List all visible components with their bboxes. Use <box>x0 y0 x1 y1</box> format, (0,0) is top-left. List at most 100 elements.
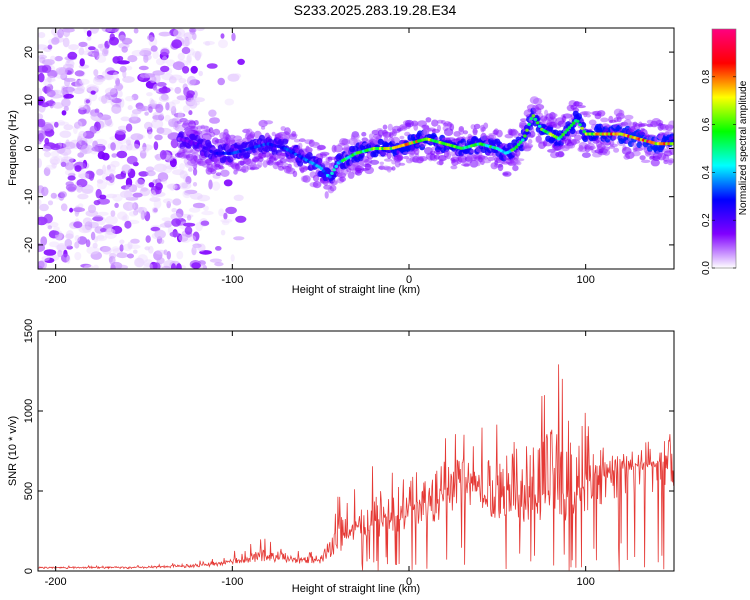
spectrogram-noise-blob <box>74 120 83 130</box>
spectrogram-noise-blob <box>90 90 96 95</box>
spectrogram-noise-blob <box>102 169 116 175</box>
spectrogram-noise-blob <box>65 181 74 187</box>
spectrogram-noise-blob <box>159 127 172 136</box>
spectrogram-noise-blob <box>189 48 195 56</box>
spectrogram-noise-blob <box>235 215 247 223</box>
spectrogram-noise-blob <box>79 58 85 67</box>
spectrogram-noise-blob <box>50 158 59 166</box>
spectrogram-noise-blob <box>50 150 59 158</box>
spectrogram-halo-blob <box>612 134 618 140</box>
spectrogram-noise-blob <box>178 78 187 84</box>
spectrogram-noise-blob <box>55 67 68 76</box>
spectrogram-halo-blob <box>332 179 338 184</box>
spectrogram-halo-blob <box>354 165 365 174</box>
spectrogram-y-ticks: -20 -10 0 10 20 <box>23 46 674 253</box>
spectrogram-noise-blob <box>171 99 181 105</box>
spectrogram-ridge-core <box>561 133 565 137</box>
spectrogram-noise-blob <box>143 262 154 269</box>
spectrogram-noise-blob <box>38 158 42 168</box>
spectrogram-noise-blob <box>38 65 49 73</box>
spectrogram-halo-blob <box>613 147 620 153</box>
spectrogram-noise-blob <box>193 97 205 103</box>
spectrogram-ridge-core <box>321 169 326 173</box>
spectrogram-noise-blob <box>152 115 163 120</box>
spectrogram-noise-blob <box>150 45 158 52</box>
spectrogram-noise-blob <box>112 193 123 202</box>
spectrogram-noise-blob <box>215 246 222 251</box>
spectrogram-noise-blob <box>176 263 182 269</box>
spectrogram-noise-blob <box>179 163 186 171</box>
spectrogram-noise-blob <box>186 53 192 63</box>
spectrogram-ridge <box>174 96 674 199</box>
spectrogram-halo-blob <box>609 143 618 148</box>
spectrogram-noise-blob <box>163 249 168 256</box>
spectrogram-noise-blob <box>63 28 71 38</box>
spectrogram-noise-blob <box>220 229 226 236</box>
spectrogram-noise-blob <box>47 70 58 78</box>
spectrogram-noise-blob <box>60 161 67 167</box>
spectrogram-halo-blob <box>437 124 441 132</box>
spectrogram-noise-blob <box>121 164 131 174</box>
spectrogram-noise-blob <box>209 258 222 263</box>
spectrogram-x-tick-label: -200 <box>45 274 67 286</box>
spectrogram-noise-blob <box>134 257 144 267</box>
spectrogram-noise-blob <box>170 105 177 116</box>
spectrogram-halo-blob <box>640 159 651 163</box>
spectrogram-noise-blob <box>44 257 55 263</box>
spectrogram-noise-blob <box>121 46 128 53</box>
spectrogram-noise-blob <box>76 185 83 193</box>
spectrogram-noise-blob <box>113 84 124 90</box>
spectrogram-halo-blob <box>430 150 436 155</box>
spectrogram-noise-blob <box>204 41 211 46</box>
spectrogram-halo-blob <box>581 152 591 159</box>
spectrogram-noise-blob <box>53 226 60 232</box>
spectrogram-halo-blob <box>481 155 488 160</box>
spectrogram-halo-blob <box>386 166 392 173</box>
spectrogram-halo-blob <box>631 141 637 147</box>
spectrogram-noise-blob <box>107 70 119 75</box>
spectrogram-halo-blob <box>486 151 494 157</box>
spectrogram-noise-blob <box>46 83 54 92</box>
spectrogram-noise-blob <box>174 86 182 94</box>
spectrogram-noise-blob <box>105 228 116 235</box>
spectrogram-noise-blob <box>45 75 56 82</box>
spectrogram-noise-blob <box>104 87 117 95</box>
spectrogram-noise-blob <box>78 105 88 110</box>
spectrogram-noise-blob <box>93 264 99 269</box>
spectrogram-noise-blob <box>90 28 99 34</box>
spectrogram-noise-blob <box>152 85 158 91</box>
spectrogram-noise-blob <box>142 142 147 152</box>
spectrogram-halo-blob <box>364 166 374 175</box>
snr-x-tick-label: 0 <box>406 576 412 588</box>
spectrogram-noise-blob <box>63 63 74 70</box>
spectrogram-ridge-core <box>529 117 534 121</box>
colorbar-label: Normalized spectral amplitude <box>738 80 749 215</box>
spectrogram-noise-blob <box>109 36 119 46</box>
spectrogram-noise-blob <box>50 144 61 151</box>
spectrogram-noise-blob <box>137 254 148 264</box>
spectrogram-noise-blob <box>89 125 98 134</box>
spectrogram-noise-blob <box>155 182 163 191</box>
spectrogram-noise-blob <box>78 130 87 138</box>
spectrogram-noise-blob <box>66 255 71 264</box>
spectrogram-halo-blob <box>639 155 646 161</box>
spectrogram-halo-blob <box>462 130 469 135</box>
snr-panel: -200 -100 0 100 0 500 1000 1500 Height of stra… <box>7 319 675 595</box>
spectrogram-noise-blob <box>68 44 80 51</box>
spectrogram-noise-blob <box>150 189 156 198</box>
snr-x-tick-label: -200 <box>45 576 67 588</box>
spectrogram-noise-blob <box>176 250 184 260</box>
spectrogram-noise-blob <box>38 243 45 253</box>
spectrogram-noise-blob <box>198 70 203 77</box>
spectrogram-halo-blob <box>487 156 495 161</box>
spectrogram-noise-blob <box>99 194 107 200</box>
spectrogram-noise-blob <box>78 78 90 85</box>
spectrogram-halo-blob <box>341 138 351 146</box>
spectrogram-noise-blob <box>140 210 145 221</box>
spectrogram-noise-blob <box>81 50 93 56</box>
spectrogram-noise-blob <box>131 93 139 101</box>
spectrogram-noise-blob <box>127 241 133 250</box>
spectrogram-halo-blob <box>387 123 393 131</box>
spectrogram-noise-blob <box>88 171 95 181</box>
